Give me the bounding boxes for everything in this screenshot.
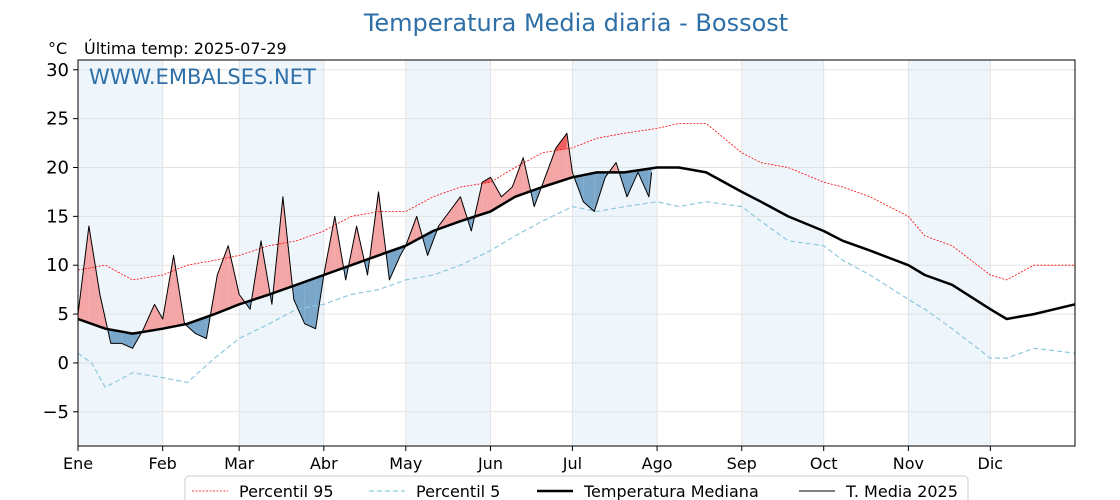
grid-lines bbox=[77, 60, 1075, 446]
above-median-fill bbox=[217, 245, 229, 313]
x-tick-label: Dic bbox=[978, 454, 1004, 473]
series-line-current bbox=[77, 132, 653, 349]
month-bands bbox=[78, 60, 991, 446]
above-median-fill bbox=[501, 187, 513, 205]
legend-label: Temperatura Mediana bbox=[583, 482, 759, 500]
x-tick-label: Mar bbox=[224, 454, 255, 473]
y-tick-label: 10 bbox=[46, 255, 69, 276]
month-band bbox=[405, 60, 491, 446]
legend-label: T. Media 2025 bbox=[845, 482, 958, 500]
above-median-fill bbox=[512, 157, 524, 199]
x-tick-label: Jul bbox=[562, 454, 582, 473]
y-axis-ticks: −5 0 5 10 15 20 25 30 bbox=[42, 60, 78, 423]
plot-frame bbox=[77, 59, 1076, 447]
below-median-fill bbox=[195, 317, 207, 339]
month-band bbox=[908, 60, 991, 446]
above-median-fill bbox=[449, 196, 461, 226]
x-tick-label: Oct bbox=[810, 454, 838, 473]
y-tick-label: 25 bbox=[46, 109, 69, 130]
y-tick-label: 0 bbox=[58, 353, 69, 374]
series-line-p95 bbox=[77, 123, 1075, 281]
above-median-fill bbox=[154, 304, 163, 331]
y-tick-label: 30 bbox=[46, 60, 69, 81]
legend-label: Percentil 5 bbox=[416, 482, 500, 500]
above-median-fill bbox=[490, 177, 502, 212]
above-median-fill bbox=[228, 245, 240, 309]
last-temp-label: Última temp: 2025-07-29 bbox=[84, 39, 287, 58]
x-tick-label: Abr bbox=[310, 454, 338, 473]
above-median-fill bbox=[545, 147, 556, 187]
deviation-fills bbox=[78, 133, 652, 349]
above-median-fill bbox=[482, 177, 491, 215]
x-tick-label: Sep bbox=[727, 454, 757, 473]
y-tick-label: 5 bbox=[58, 304, 69, 325]
x-tick-label: Feb bbox=[149, 454, 177, 473]
legend-box bbox=[184, 475, 969, 500]
legend-label: Percentil 95 bbox=[239, 482, 334, 500]
below-median-fill bbox=[583, 172, 595, 212]
below-median-fill bbox=[304, 277, 316, 329]
legend: Percentil 95 Percentil 5 Temperatura Media… bbox=[184, 475, 969, 500]
y-tick-label: −5 bbox=[42, 402, 69, 423]
y-tick-label: 20 bbox=[46, 157, 69, 178]
y-unit-label: °C bbox=[48, 39, 67, 58]
below-median-fill bbox=[110, 329, 122, 344]
x-tick-label: May bbox=[389, 454, 422, 473]
x-tick-label: Ago bbox=[642, 454, 673, 473]
month-band bbox=[741, 60, 824, 446]
chart-title: Temperatura Media diaria - Bossost bbox=[363, 9, 788, 37]
watermark: WWW.EMBALSES.NET bbox=[89, 65, 316, 89]
x-tick-label: Ene bbox=[63, 454, 93, 473]
month-band bbox=[572, 60, 658, 446]
x-tick-label: Jun bbox=[477, 454, 503, 473]
below-median-fill bbox=[389, 247, 401, 280]
y-tick-label: 15 bbox=[46, 206, 69, 227]
above-median-fill bbox=[88, 226, 100, 327]
series-line-median bbox=[77, 166, 1076, 335]
x-axis-ticks: Ene Feb Mar Abr May Jun Jul Ago Sep Oct Nov Dic bbox=[63, 446, 1003, 473]
x-tick-label: Nov bbox=[893, 454, 924, 473]
series-lines bbox=[77, 123, 1076, 388]
below-median-fill bbox=[293, 281, 305, 324]
